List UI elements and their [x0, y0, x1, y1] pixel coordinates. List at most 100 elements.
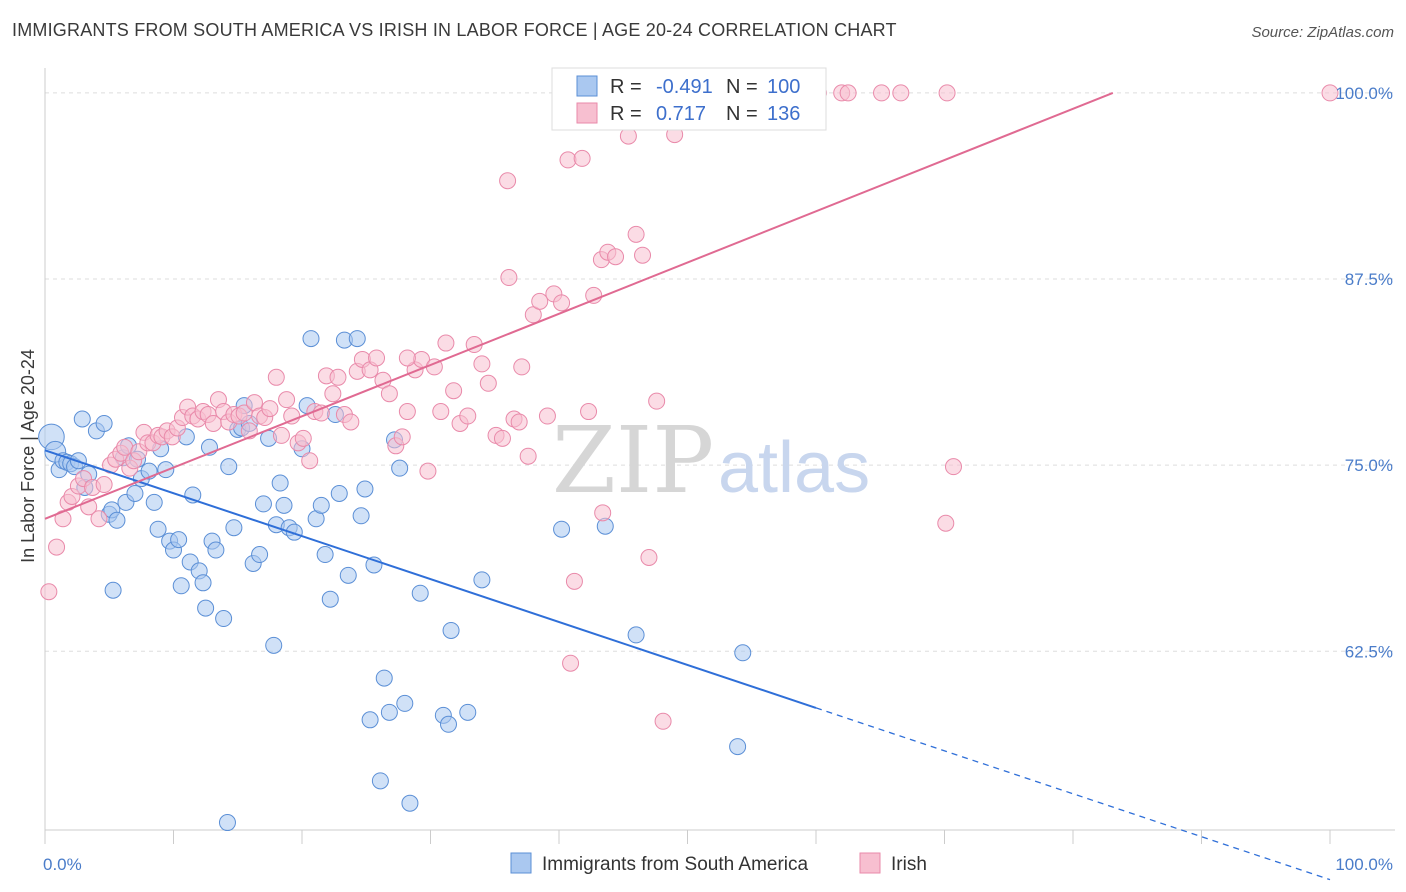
pink-data-point [538, 407, 556, 425]
pink-data-point [553, 294, 571, 312]
blue-data-point [401, 794, 419, 812]
pink-data-point [278, 391, 296, 409]
pink-data-point [839, 84, 857, 102]
y-axis-label: In Labor Force | Age 20-24 [18, 349, 38, 563]
blue-data-point [330, 484, 348, 502]
blue-data-point [356, 480, 374, 498]
blue-data-point [126, 484, 144, 502]
blue-trend-extension [815, 707, 1331, 881]
pink-data-point [272, 426, 290, 444]
pink-data-point [892, 84, 910, 102]
pink-data-point [267, 368, 285, 386]
blue-data-point [254, 495, 272, 513]
pink-data-point [473, 355, 491, 373]
pink-data-point [531, 292, 549, 310]
pink-data-point [324, 385, 342, 403]
legend: R = -0.491 N = 100 R = 0.717 N = 136 [551, 67, 827, 131]
bottom-legend-label-blue: Immigrants from South America [542, 854, 809, 875]
bottom-legend-swatch-pink [859, 852, 881, 874]
pink-data-point [513, 358, 531, 376]
trend-lines [44, 91, 1331, 881]
blue-data-point [197, 599, 215, 617]
bottom-legend: Immigrants from South America Irish [510, 852, 927, 875]
data-points [38, 84, 1339, 832]
pink-data-point [90, 510, 108, 528]
blue-data-point [729, 738, 747, 756]
pink-data-point [493, 429, 511, 447]
legend-n-value-pink: 136 [767, 103, 800, 125]
pink-data-point [294, 429, 312, 447]
blue-data-point [95, 414, 113, 432]
tick-labels: 62.5% 75.0% 87.5% 100.0% 0.0% 100.0% [43, 84, 1393, 874]
blue-data-point [194, 574, 212, 592]
pink-data-point [654, 712, 672, 730]
pink-data-point [312, 404, 330, 422]
legend-n-value-blue: 100 [767, 76, 800, 98]
pink-data-point [519, 447, 537, 465]
blue-data-point [149, 520, 167, 538]
pink-data-point [342, 413, 360, 431]
blue-data-point [172, 577, 190, 595]
pink-data-point [565, 572, 583, 590]
blue-data-point [553, 520, 571, 538]
pink-data-point [938, 84, 956, 102]
y-tick-label: 62.5% [1345, 642, 1393, 661]
blue-data-point [73, 410, 91, 428]
blue-data-point [396, 694, 414, 712]
legend-n-label-2: N = [726, 103, 758, 125]
pink-trend-line [44, 91, 1114, 520]
y-tick-label: 75.0% [1345, 456, 1393, 475]
pink-data-point [627, 225, 645, 243]
blue-data-point [312, 496, 330, 514]
blue-data-point [265, 636, 283, 654]
blue-data-point [361, 711, 379, 729]
blue-data-point [104, 581, 122, 599]
pink-data-point [419, 462, 437, 480]
legend-r-value-pink: 0.717 [656, 103, 706, 125]
blue-data-point [220, 458, 238, 476]
pink-data-point [40, 583, 58, 601]
blue-data-point [339, 566, 357, 584]
blue-data-point [411, 584, 429, 602]
pink-data-point [594, 504, 612, 522]
legend-r-label: R = [610, 76, 642, 98]
pink-data-point [640, 548, 658, 566]
pink-data-point [283, 407, 301, 425]
pink-data-point [479, 374, 497, 392]
pink-data-point [510, 413, 528, 431]
blue-data-point [207, 541, 225, 559]
pink-data-point [48, 538, 66, 556]
legend-n-label: N = [726, 76, 758, 98]
y-tick-label: 87.5% [1345, 270, 1393, 289]
pink-data-point [261, 400, 279, 418]
pink-data-point [944, 458, 962, 476]
pink-data-point [393, 428, 411, 446]
blue-data-point [439, 715, 457, 733]
y-tick-label: 100.0% [1335, 84, 1393, 103]
blue-data-point [627, 626, 645, 644]
pink-data-point [607, 248, 625, 266]
pink-data-point [432, 403, 450, 421]
blue-data-point [473, 571, 491, 589]
bottom-legend-label-pink: Irish [891, 854, 927, 875]
pink-data-point [500, 269, 518, 287]
blue-data-point [302, 330, 320, 348]
pink-data-point [499, 172, 517, 190]
x-tick-label: 100.0% [1335, 855, 1393, 874]
blue-trend-line [44, 449, 817, 709]
pink-data-point [437, 334, 455, 352]
pink-data-point [648, 392, 666, 410]
blue-data-point [251, 546, 269, 564]
pink-data-point [445, 382, 463, 400]
pink-data-point [580, 403, 598, 421]
blue-data-point [225, 519, 243, 537]
blue-data-point [348, 330, 366, 348]
pink-data-point [559, 151, 577, 169]
chart-title: IMMIGRANTS FROM SOUTH AMERICA VS IRISH I… [12, 20, 897, 40]
pink-data-point [301, 452, 319, 470]
pink-data-point [634, 246, 652, 264]
pink-data-point [329, 368, 347, 386]
blue-data-point [271, 474, 289, 492]
blue-data-point [734, 644, 752, 662]
